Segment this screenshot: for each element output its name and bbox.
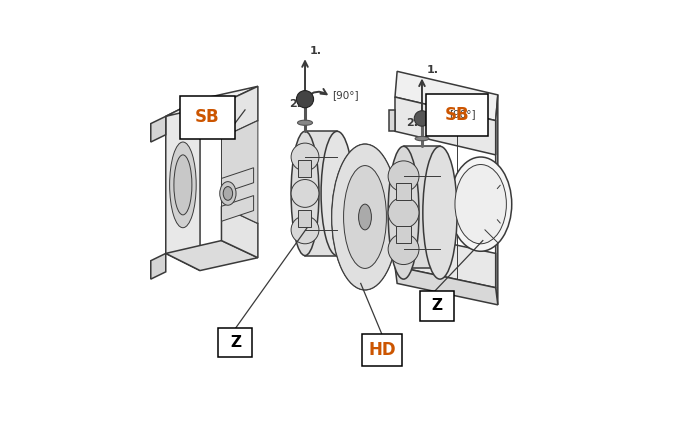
Ellipse shape xyxy=(291,143,319,171)
Ellipse shape xyxy=(220,182,236,205)
Ellipse shape xyxy=(455,164,506,244)
Text: 1.: 1. xyxy=(310,46,322,56)
Polygon shape xyxy=(221,196,253,221)
Text: [90°]: [90°] xyxy=(449,109,475,119)
Ellipse shape xyxy=(358,204,372,230)
Text: HD: HD xyxy=(368,341,396,359)
Ellipse shape xyxy=(388,161,419,192)
Ellipse shape xyxy=(449,157,512,251)
Ellipse shape xyxy=(169,142,196,228)
FancyBboxPatch shape xyxy=(180,96,235,138)
Polygon shape xyxy=(166,86,258,116)
Polygon shape xyxy=(305,132,337,256)
Ellipse shape xyxy=(321,132,354,256)
FancyBboxPatch shape xyxy=(218,328,252,357)
Polygon shape xyxy=(150,116,166,142)
Ellipse shape xyxy=(223,187,232,200)
Text: [90°]: [90°] xyxy=(332,90,358,100)
Text: 2.: 2. xyxy=(288,99,301,109)
Text: SB: SB xyxy=(195,108,220,126)
Polygon shape xyxy=(395,71,498,121)
Circle shape xyxy=(414,111,430,126)
Ellipse shape xyxy=(332,144,398,290)
Polygon shape xyxy=(221,121,258,224)
Ellipse shape xyxy=(423,146,457,279)
FancyBboxPatch shape xyxy=(298,210,312,227)
FancyBboxPatch shape xyxy=(362,334,402,366)
Text: 1.: 1. xyxy=(427,66,439,76)
Circle shape xyxy=(296,91,314,108)
Text: SB: SB xyxy=(444,106,470,124)
FancyBboxPatch shape xyxy=(298,160,312,177)
Polygon shape xyxy=(166,99,200,270)
Polygon shape xyxy=(221,86,258,138)
Ellipse shape xyxy=(344,166,386,268)
FancyBboxPatch shape xyxy=(396,226,411,243)
Polygon shape xyxy=(404,146,440,268)
Polygon shape xyxy=(166,240,258,270)
Polygon shape xyxy=(221,168,253,194)
Polygon shape xyxy=(496,95,498,305)
Polygon shape xyxy=(395,266,498,305)
Ellipse shape xyxy=(388,197,419,228)
Ellipse shape xyxy=(291,180,319,207)
Text: 2.: 2. xyxy=(406,118,418,128)
FancyBboxPatch shape xyxy=(420,291,454,321)
Polygon shape xyxy=(389,110,395,132)
Ellipse shape xyxy=(291,132,319,256)
Ellipse shape xyxy=(415,136,429,141)
Text: Z: Z xyxy=(230,335,241,350)
Ellipse shape xyxy=(298,120,312,125)
Ellipse shape xyxy=(174,155,192,215)
Ellipse shape xyxy=(388,146,419,279)
FancyBboxPatch shape xyxy=(396,183,411,200)
Polygon shape xyxy=(395,232,496,288)
Ellipse shape xyxy=(291,216,319,244)
Polygon shape xyxy=(150,253,166,279)
Text: Z: Z xyxy=(431,299,442,313)
Ellipse shape xyxy=(388,234,419,265)
Ellipse shape xyxy=(332,144,398,290)
Polygon shape xyxy=(395,97,496,155)
FancyBboxPatch shape xyxy=(426,94,488,136)
Polygon shape xyxy=(221,206,258,258)
